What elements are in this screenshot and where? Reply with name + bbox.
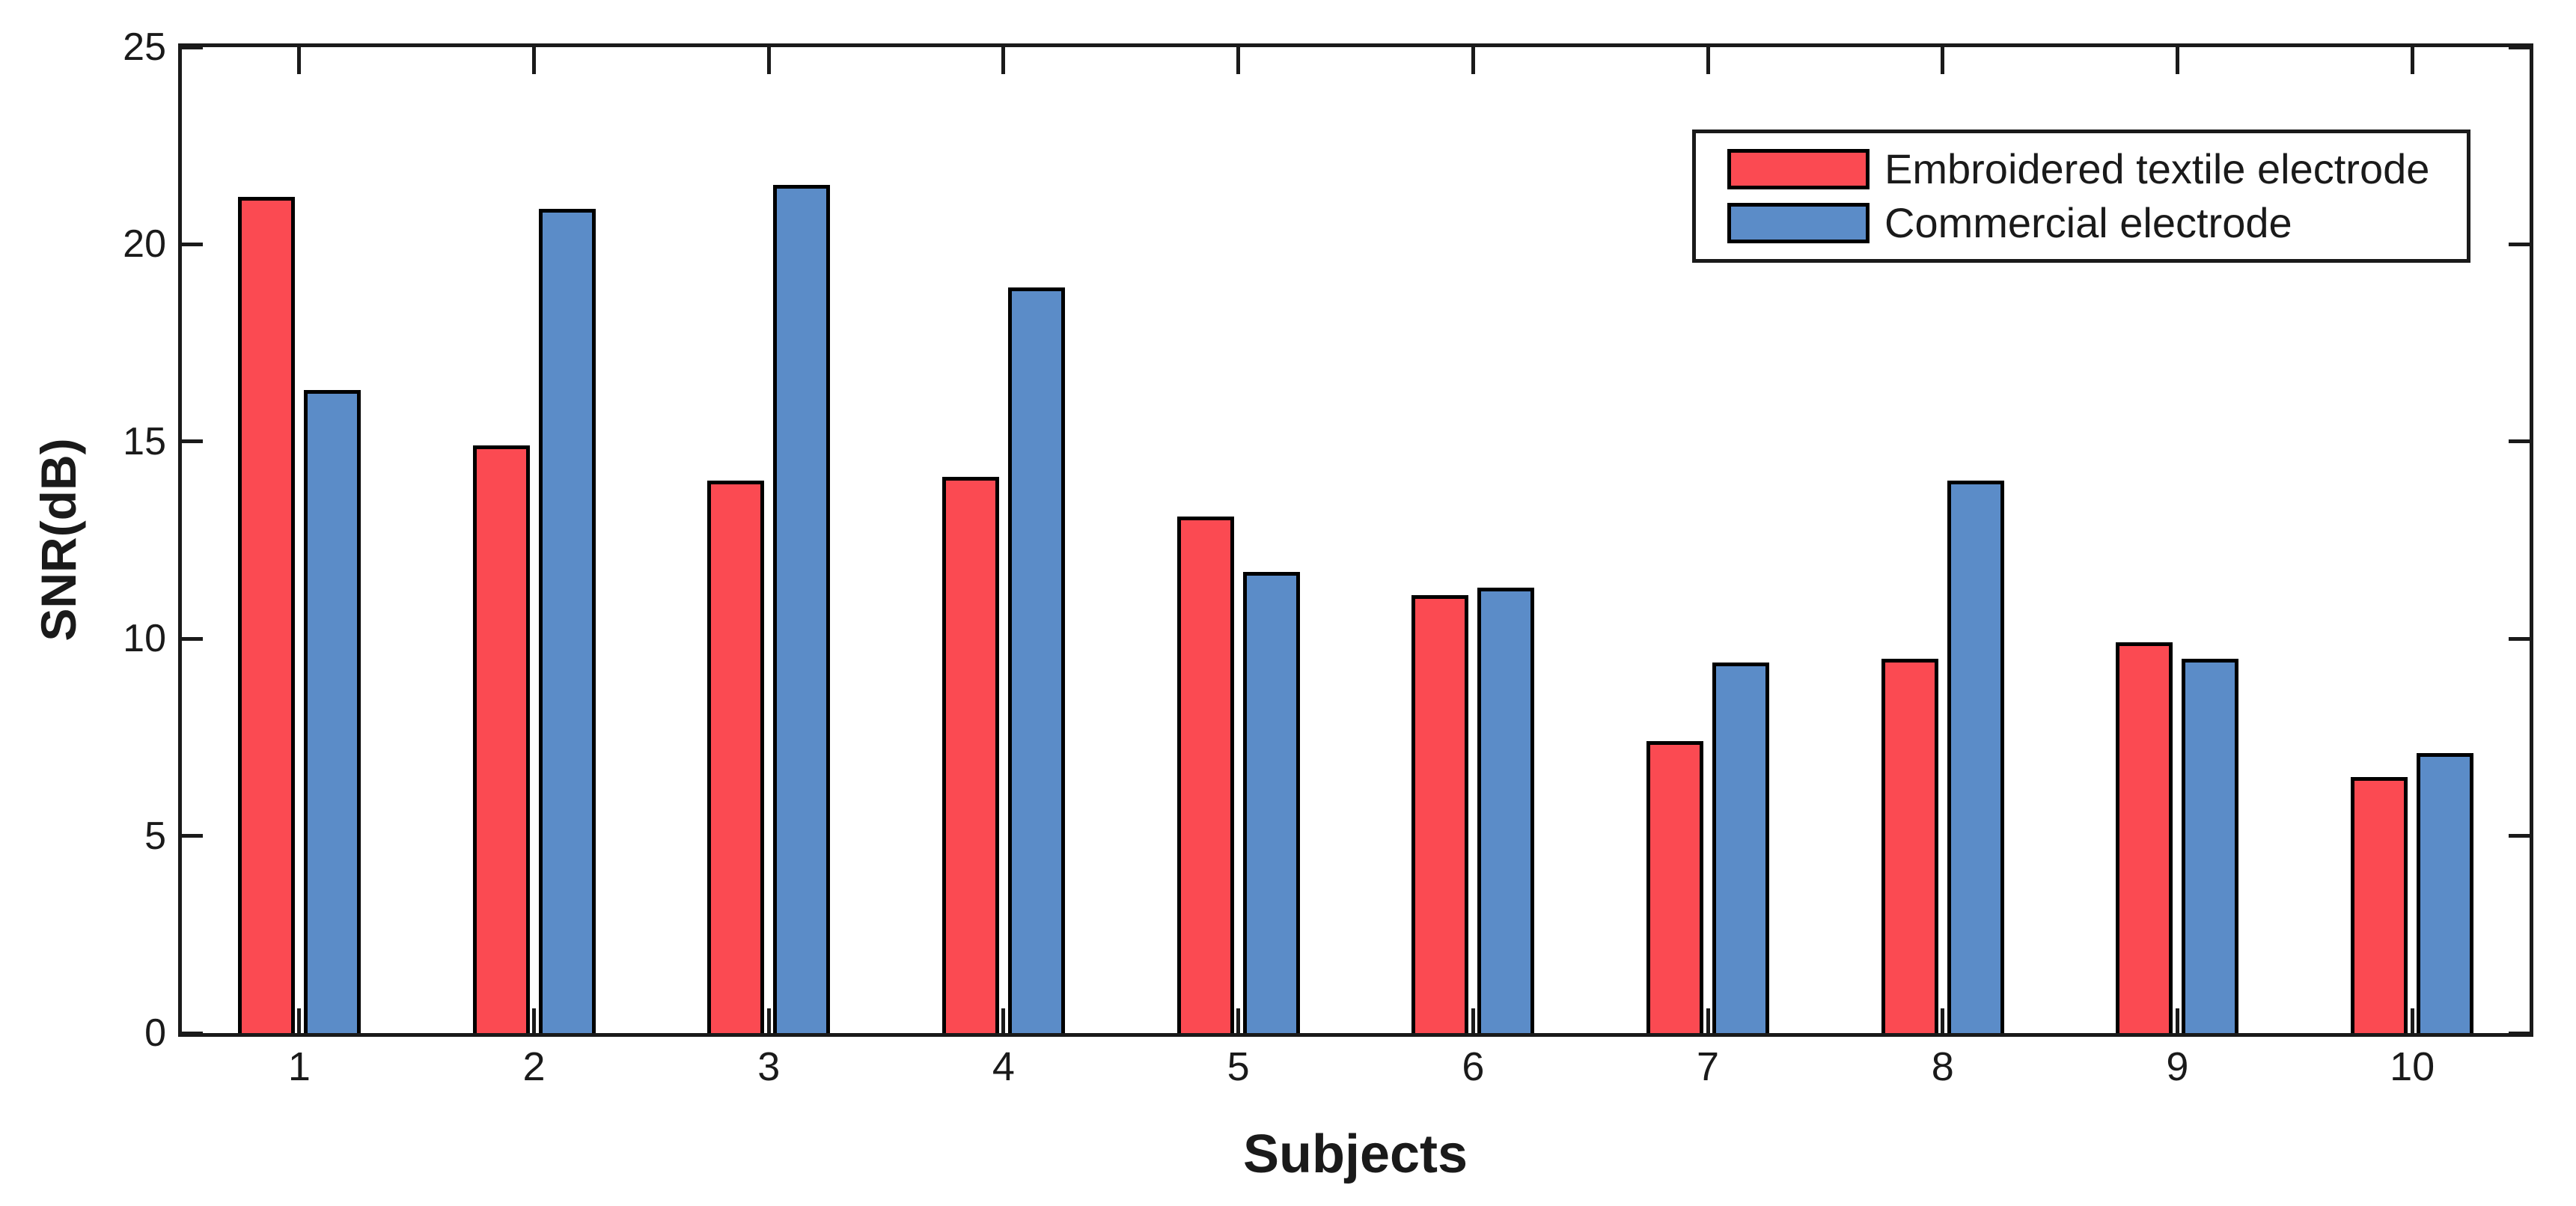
x-tick-mark [1941, 1008, 1945, 1033]
y-tick-mark [182, 834, 203, 838]
y-tick-mark-right [2509, 439, 2530, 444]
y-tick-label: 20 [123, 222, 166, 267]
bar-embroidered-subject-7 [1646, 741, 1704, 1033]
bar-commercial-subject-6 [1477, 587, 1535, 1033]
x-tick-label: 3 [757, 1044, 781, 1089]
x-tick-mark-top [2410, 47, 2414, 74]
y-tick-mark [182, 242, 203, 246]
x-tick-mark [297, 1008, 302, 1033]
x-tick-label: 6 [1462, 1044, 1485, 1089]
x-tick-mark-top [1706, 47, 1710, 74]
y-axis-title: SNR(dB) [31, 438, 86, 642]
bar-embroidered-subject-1 [237, 197, 295, 1033]
bar-embroidered-subject-5 [1176, 516, 1234, 1033]
y-tick-label: 15 [123, 419, 166, 463]
x-tick-mark [2410, 1008, 2414, 1033]
bar-commercial-subject-2 [538, 209, 596, 1033]
bar-embroidered-subject-3 [707, 481, 765, 1033]
x-tick-mark [532, 1008, 537, 1033]
x-tick-mark [766, 1008, 771, 1033]
y-tick-label: 10 [123, 617, 166, 661]
legend-swatch-embroidered [1727, 149, 1870, 189]
x-tick-mark-top [1001, 47, 1006, 74]
bar-commercial-subject-8 [1947, 481, 2004, 1033]
x-tick-mark-top [766, 47, 771, 74]
y-tick-mark [182, 1031, 203, 1035]
x-tick-label: 7 [1697, 1044, 1720, 1089]
y-tick-mark-right [2509, 834, 2530, 838]
y-tick-mark [182, 439, 203, 444]
legend-swatch-commercial [1727, 203, 1870, 243]
x-tick-label: 8 [1931, 1044, 1954, 1089]
legend-label-embroidered: Embroidered textile electrode [1884, 145, 2430, 192]
bar-commercial-subject-4 [1007, 287, 1065, 1033]
bar-embroidered-subject-9 [2116, 642, 2173, 1033]
y-tick-mark-right [2509, 1031, 2530, 1035]
legend-label-commercial: Commercial electrode [1884, 199, 2292, 246]
y-tick-mark [182, 45, 203, 49]
x-tick-mark-top [1236, 47, 1241, 74]
bar-embroidered-subject-2 [472, 445, 530, 1033]
bar-commercial-subject-5 [1242, 571, 1300, 1033]
x-tick-mark-top [1941, 47, 1945, 74]
x-tick-label: 1 [287, 1044, 311, 1089]
x-tick-label: 9 [2166, 1044, 2189, 1089]
bar-commercial-subject-9 [2182, 658, 2239, 1033]
y-tick-mark-right [2509, 45, 2530, 49]
x-tick-mark-top [1471, 47, 1475, 74]
bar-commercial-subject-3 [773, 185, 831, 1033]
bar-embroidered-subject-6 [1411, 595, 1469, 1033]
x-tick-label: 5 [1227, 1044, 1250, 1089]
bar-embroidered-subject-4 [941, 477, 999, 1033]
bar-commercial-subject-7 [1712, 662, 1770, 1033]
bar-commercial-subject-10 [2417, 752, 2474, 1033]
y-tick-label: 25 [123, 25, 166, 69]
bar-embroidered-subject-8 [1881, 658, 1938, 1033]
legend-item-commercial: Commercial electrode [1727, 201, 2467, 245]
x-tick-mark [1001, 1008, 1006, 1033]
bar-embroidered-subject-10 [2351, 776, 2408, 1033]
x-tick-mark-top [297, 47, 302, 74]
x-tick-mark [1471, 1008, 1475, 1033]
y-tick-mark-right [2509, 242, 2530, 246]
x-tick-mark-top [532, 47, 537, 74]
x-tick-mark-top [2175, 47, 2179, 74]
x-axis-title: Subjects [1242, 1124, 1468, 1184]
y-tick-label: 0 [144, 1011, 166, 1055]
x-tick-mark [2175, 1008, 2179, 1033]
y-tick-mark-right [2509, 636, 2530, 641]
bar-commercial-subject-1 [303, 390, 361, 1033]
x-tick-label: 10 [2390, 1044, 2435, 1089]
x-tick-mark [1706, 1008, 1710, 1033]
x-tick-label: 2 [522, 1044, 546, 1089]
y-tick-label: 5 [144, 814, 166, 858]
legend-item-embroidered: Embroidered textile electrode [1727, 147, 2467, 191]
y-tick-mark [182, 636, 203, 641]
x-tick-mark [1236, 1008, 1241, 1033]
legend: Embroidered textile electrode Commercial… [1692, 130, 2470, 263]
x-tick-label: 4 [992, 1044, 1015, 1089]
